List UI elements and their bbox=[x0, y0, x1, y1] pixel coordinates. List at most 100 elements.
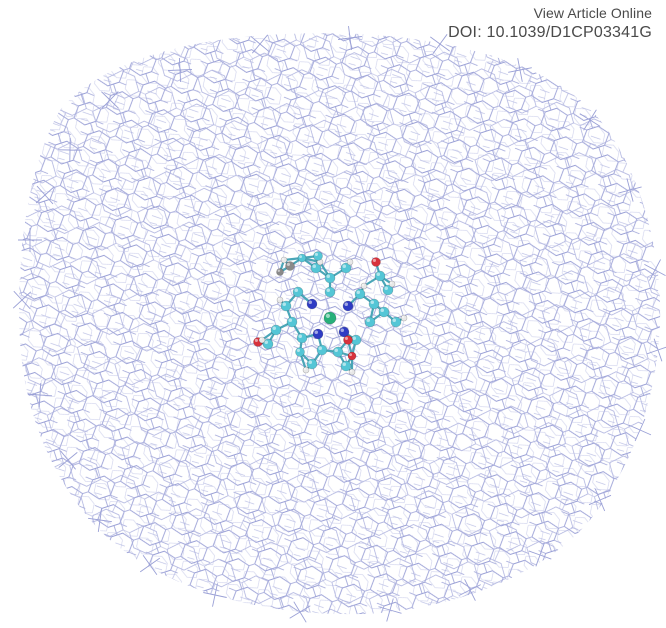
hydrogen-atom bbox=[348, 368, 356, 376]
atom-highlight bbox=[342, 362, 346, 366]
atom-highlight bbox=[318, 346, 322, 350]
atom-highlight bbox=[298, 334, 302, 338]
article-header: View Article Online DOI: 10.1039/D1CP033… bbox=[448, 4, 652, 43]
edge-fragment bbox=[618, 178, 642, 202]
atom-highlight bbox=[308, 300, 312, 304]
carbon-atom bbox=[316, 344, 328, 356]
hydrogen-atom bbox=[360, 282, 368, 290]
edge-fragment bbox=[646, 338, 666, 362]
atom-highlight bbox=[344, 336, 348, 340]
central-ball-and-stick-molecule bbox=[253, 251, 408, 376]
doi-text: DOI: 10.1039/D1CP03341G bbox=[448, 24, 652, 41]
hydrogen-atom bbox=[302, 366, 310, 374]
edge-fragment bbox=[139, 554, 161, 576]
atom-highlight bbox=[259, 337, 263, 341]
atom-highlight bbox=[361, 283, 365, 287]
atom-highlight bbox=[325, 313, 330, 318]
atom-highlight bbox=[281, 257, 285, 261]
edge-fragment bbox=[508, 58, 532, 82]
atom-highlight bbox=[326, 288, 330, 292]
carbon-atom bbox=[324, 272, 336, 284]
atom-highlight bbox=[352, 336, 356, 340]
atom-highlight bbox=[366, 318, 370, 322]
atom-highlight bbox=[326, 274, 330, 278]
gray_atom-atom bbox=[285, 261, 295, 271]
edge-fragment bbox=[27, 382, 53, 408]
hydrogen-atom bbox=[400, 314, 408, 322]
atom-highlight bbox=[286, 262, 290, 266]
atom-highlight bbox=[314, 252, 318, 256]
oxygen-atom bbox=[347, 351, 357, 361]
atom-highlight bbox=[340, 328, 344, 332]
atom-highlight bbox=[294, 288, 298, 292]
atom-highlight bbox=[356, 290, 360, 294]
atom-highlight bbox=[272, 326, 276, 330]
edge-fragment bbox=[35, 185, 55, 205]
edge-fragment bbox=[628, 418, 652, 442]
edge-fragment bbox=[588, 488, 612, 512]
carbon-atom bbox=[295, 347, 305, 357]
atom-highlight bbox=[376, 272, 380, 276]
view-article-online-link[interactable]: View Article Online bbox=[533, 5, 652, 21]
atom-highlight bbox=[277, 297, 281, 301]
atom-highlight bbox=[384, 286, 388, 290]
hydrogen-atom bbox=[276, 296, 284, 304]
atom-highlight bbox=[349, 369, 353, 373]
carbon-atom bbox=[340, 360, 352, 372]
hydrogen-atom bbox=[388, 280, 396, 288]
atom-highlight bbox=[296, 348, 300, 352]
atom-highlight bbox=[254, 338, 258, 342]
carbon-atom bbox=[286, 316, 298, 328]
atom-highlight bbox=[344, 302, 348, 306]
atom-highlight bbox=[277, 269, 280, 272]
atom-highlight bbox=[308, 360, 312, 364]
nitrogen-atom bbox=[306, 298, 318, 310]
atom-highlight bbox=[314, 330, 318, 334]
nitrogen-atom bbox=[312, 328, 324, 340]
nitrogen-atom bbox=[342, 300, 354, 312]
oxygen-atom bbox=[371, 257, 381, 267]
edge-fragment bbox=[459, 579, 481, 601]
carbon-atom bbox=[354, 288, 366, 300]
atom-highlight bbox=[392, 318, 396, 322]
atom-highlight bbox=[299, 255, 302, 258]
carbon-atom bbox=[324, 286, 336, 298]
edge-fragment bbox=[644, 259, 666, 281]
edge-fragment bbox=[378, 598, 402, 622]
atom-highlight bbox=[401, 315, 405, 319]
carbon-atom bbox=[292, 286, 304, 298]
atom-highlight bbox=[334, 348, 338, 352]
edge-fragment bbox=[338, 26, 362, 50]
edge-fragment bbox=[528, 543, 552, 567]
edge-molecule-fragments bbox=[12, 26, 666, 623]
edge-fragment bbox=[579, 109, 601, 131]
gray_atom-atom bbox=[276, 268, 284, 276]
metal-atom bbox=[323, 311, 337, 325]
atom-highlight bbox=[312, 264, 316, 268]
carbon-atom bbox=[270, 324, 282, 336]
oxygen-atom bbox=[343, 335, 353, 345]
atom-highlight bbox=[282, 302, 286, 306]
atom-highlight bbox=[380, 308, 384, 312]
atom-highlight bbox=[342, 264, 346, 268]
edge-fragment bbox=[12, 290, 32, 310]
edge-fragment bbox=[203, 583, 227, 607]
edge-fragment bbox=[289, 601, 311, 623]
atom-highlight bbox=[389, 281, 393, 285]
hydrogen-atom bbox=[258, 336, 266, 344]
atom-highlight bbox=[372, 258, 376, 262]
carbon-atom bbox=[390, 316, 402, 328]
atom-highlight bbox=[288, 318, 292, 322]
hydrogen-atom bbox=[346, 258, 354, 266]
carbon-atom bbox=[332, 346, 344, 358]
carbon-atom bbox=[368, 298, 380, 310]
edge-fragment bbox=[250, 34, 270, 54]
carbon-atom bbox=[306, 358, 318, 370]
carbon-atom bbox=[313, 251, 323, 261]
edge-fragment bbox=[18, 228, 42, 252]
carbon-atom bbox=[378, 306, 390, 318]
edge-fragment bbox=[167, 57, 193, 83]
edge-fragment bbox=[430, 34, 450, 54]
